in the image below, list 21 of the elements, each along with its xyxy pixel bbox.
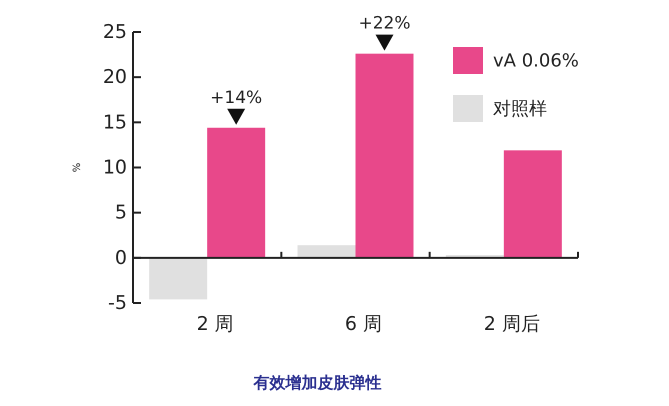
y-tick-label: 20 [102,66,127,88]
annotation: +22% [358,14,411,34]
annotation: +14% [210,88,262,108]
bar [207,128,266,258]
y-tick-label: -5 [108,292,127,314]
text: 有效增加皮肤弹性 [252,373,382,392]
bar [356,54,414,258]
bar [298,245,356,258]
bar [504,150,562,258]
y-tick-label: 10 [102,156,127,178]
x-tick-label: 2 周 [196,313,234,335]
x-tick-label: 2 周后 [484,313,540,335]
y-axis-title: % [72,162,83,172]
y-tick-label: 15 [102,111,127,134]
bar [149,258,208,300]
y-tick-label: 0 [114,246,127,269]
y-tick-label: 5 [114,202,127,224]
x-tick-label: 6 周 [344,313,382,335]
legend-label: vA 0.06% [493,50,579,72]
legend-label: 对照样 [493,98,547,120]
y-tick-label: 25 [102,21,127,43]
